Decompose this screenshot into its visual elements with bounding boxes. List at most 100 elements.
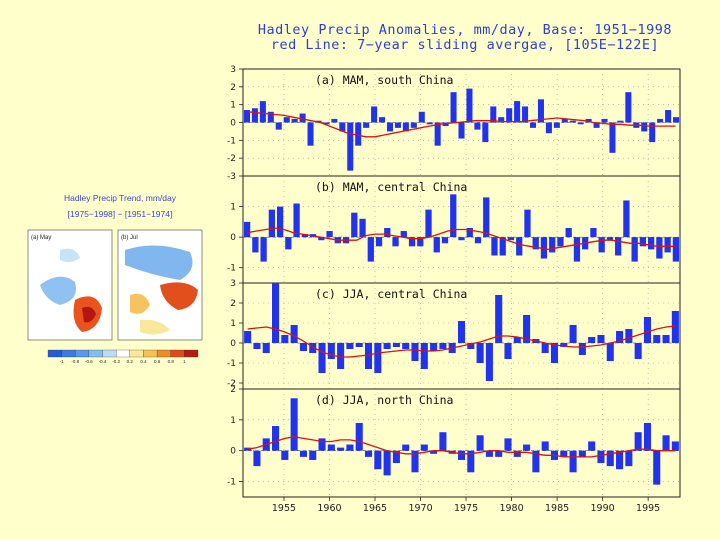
bar — [569, 120, 576, 123]
bar — [549, 237, 556, 253]
y-tick-label: -3 — [227, 172, 236, 182]
map-a-blue-region — [40, 276, 76, 305]
smoothed-line — [247, 325, 676, 358]
bar — [374, 450, 382, 470]
bar — [506, 108, 513, 123]
panel-label: (d) JJA, north China — [315, 393, 453, 407]
bar — [540, 237, 548, 259]
bar — [532, 450, 540, 473]
bar — [323, 122, 330, 125]
bar — [272, 283, 280, 343]
bar — [281, 335, 289, 343]
panel-2: 3 2 1 0 -1 -2 (c) JJA, central China — [227, 279, 681, 390]
bar — [545, 122, 552, 134]
bar — [474, 122, 481, 130]
bar — [383, 450, 391, 476]
bar — [458, 122, 465, 139]
y-tick-label: 3 — [230, 279, 236, 289]
bar — [537, 99, 544, 123]
colorbar-swatch — [129, 349, 144, 358]
colorbar-swatch — [47, 349, 62, 358]
y-tick-label: 1 — [230, 203, 236, 213]
bar — [337, 343, 345, 369]
bar — [507, 237, 515, 241]
bar — [641, 122, 648, 132]
bar — [560, 343, 568, 347]
bar — [523, 444, 531, 451]
bar — [625, 329, 633, 343]
bar — [392, 343, 400, 347]
y-tick-label: 2 — [230, 299, 236, 309]
map-a-label: (a) May — [31, 235, 51, 241]
bar — [355, 422, 363, 451]
colorbar-label: -0.6 — [85, 359, 93, 364]
bar — [364, 343, 373, 369]
bar — [439, 432, 447, 451]
colorbar-swatch — [156, 349, 171, 358]
bar — [363, 122, 370, 128]
colorbar-label: 0.8 — [168, 359, 175, 364]
panel-3: 2 1 0 -1 (d) JJA, north China — [227, 385, 681, 498]
bar — [615, 237, 622, 256]
bar — [662, 435, 670, 451]
bar — [649, 122, 656, 143]
bar — [578, 450, 586, 457]
bar — [522, 106, 529, 123]
map-a-lightblue-region — [60, 248, 80, 263]
bar — [384, 227, 391, 238]
bar — [648, 237, 655, 250]
y-tick-label: -1 — [227, 478, 236, 488]
bar — [441, 237, 449, 244]
colorbar: -1 -0.8 -0.6 -0.4 -0.2 0.2 0.4 0.6 0.8 1 — [47, 349, 199, 364]
bar — [560, 450, 568, 457]
bar — [351, 212, 358, 238]
bar — [665, 110, 672, 123]
bar — [253, 450, 261, 467]
bar — [268, 209, 275, 238]
bar — [643, 317, 651, 343]
bar — [504, 343, 512, 359]
trend-maps-inset: (a) May (b) Jul -1 -0.8 -0.6 -0.4 -0.2 0.2 0.4… — [27, 229, 203, 364]
bar — [588, 441, 596, 451]
bar — [307, 122, 314, 146]
bar — [513, 337, 521, 343]
bar — [411, 450, 419, 473]
bar — [561, 118, 568, 123]
bar — [606, 450, 614, 467]
bar — [281, 450, 289, 460]
bar — [337, 447, 345, 451]
x-tick-label: 1975 — [454, 503, 478, 514]
bar — [450, 194, 457, 238]
bar — [625, 92, 632, 123]
bar — [251, 108, 258, 123]
x-tick-label: 1965 — [363, 503, 387, 514]
bar — [439, 343, 447, 349]
y-tick-label: -1 — [227, 136, 236, 146]
bar — [383, 343, 391, 349]
bar — [529, 122, 537, 128]
bar — [673, 117, 680, 123]
panel-label: (b) MAM, central China — [315, 180, 467, 194]
bar — [606, 237, 614, 241]
bar — [260, 237, 267, 262]
y-tick-label: -2 — [227, 379, 236, 389]
bar — [458, 237, 465, 241]
bar — [301, 234, 308, 238]
y-tick-label: -1 — [227, 264, 236, 274]
bar — [339, 122, 346, 132]
colorbar-swatch — [170, 349, 185, 358]
bar — [532, 237, 539, 250]
y-tick-label: -1 — [227, 359, 236, 369]
colorbar-swatch — [75, 349, 90, 358]
bar — [243, 110, 250, 123]
bar — [418, 111, 425, 123]
bar — [367, 237, 374, 262]
colorbar-swatch — [184, 349, 199, 358]
bar — [662, 335, 670, 343]
bar — [590, 227, 597, 238]
bar — [499, 237, 506, 256]
bar — [495, 450, 503, 457]
bar — [617, 120, 624, 123]
bar — [359, 218, 366, 238]
